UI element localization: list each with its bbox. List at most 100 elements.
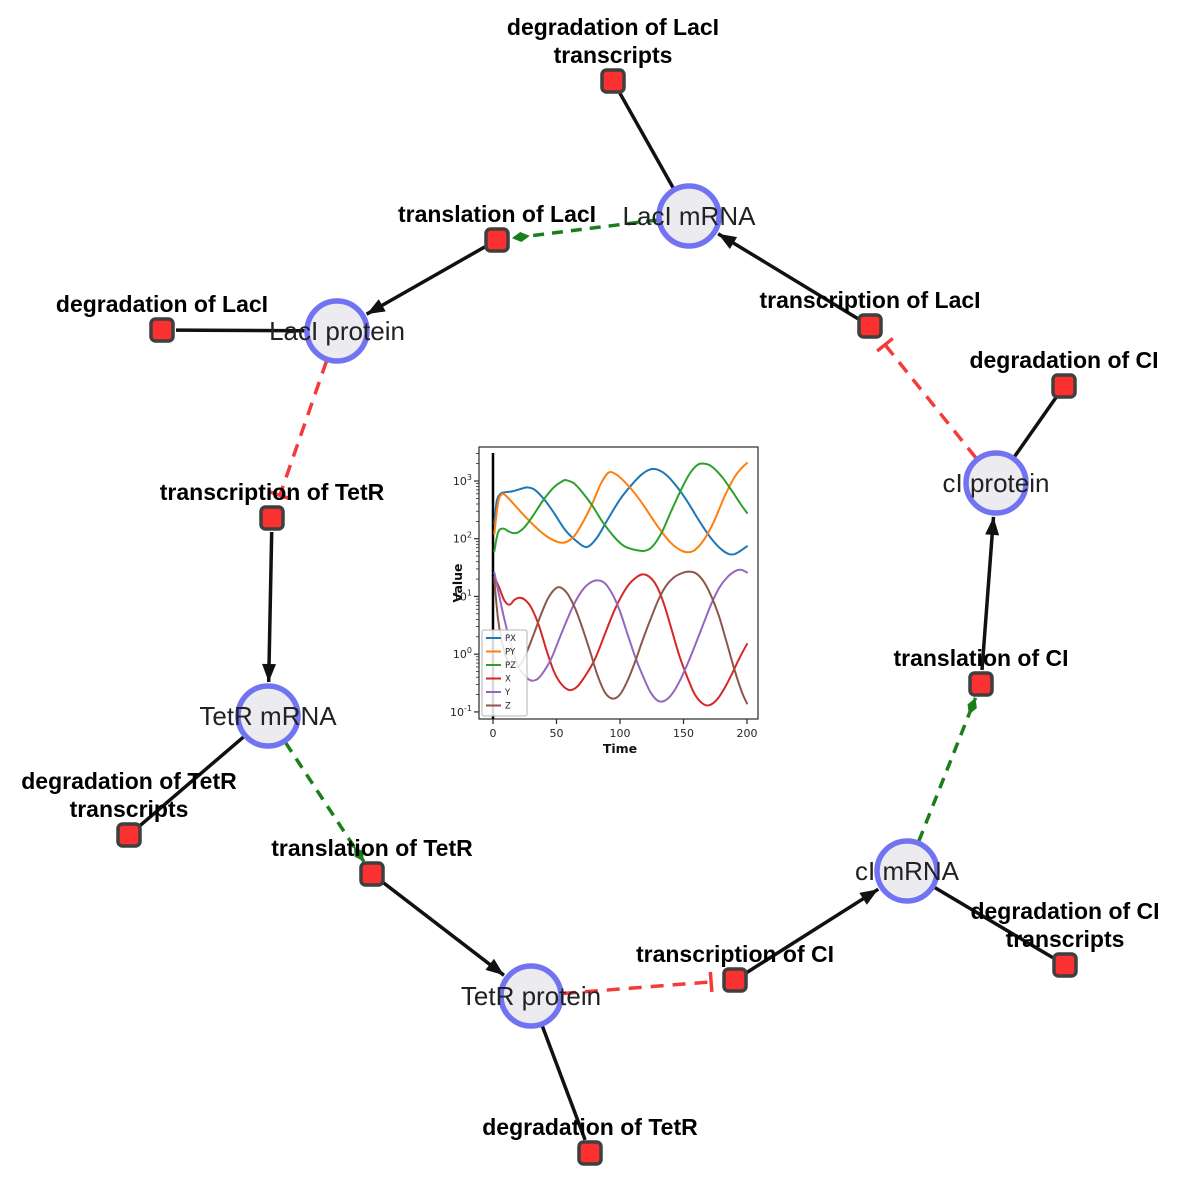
reaction-square[interactable]	[1051, 373, 1077, 399]
species-circle[interactable]	[874, 838, 940, 904]
reaction-square[interactable]	[722, 967, 748, 993]
species-node-ci_mrna[interactable]: cI mRNA	[855, 838, 960, 904]
reaction-square[interactable]	[149, 317, 175, 343]
reaction-node-deg_ci[interactable]: degradation of CI	[969, 347, 1159, 399]
reaction-square[interactable]	[600, 68, 626, 94]
y-tick-label: 10-1	[450, 704, 472, 719]
species-circle[interactable]	[235, 683, 301, 749]
reaction-label: degradation of CI	[969, 347, 1158, 373]
nodes-layer: LacI mRNA LacI protein TetR mRNA TetR prote…	[21, 14, 1160, 1166]
edge-translation_laci-laci_protein-product	[365, 245, 486, 316]
species-circle[interactable]	[656, 183, 722, 249]
edge-tetr_protein-deg_tetr-reactant	[540, 1025, 587, 1141]
reaction-label: degradation of LacI	[507, 14, 719, 40]
reaction-label: transcription of TetR	[160, 479, 385, 505]
edge-tetr_protein-transcription_ci-inhibition	[562, 971, 714, 996]
edge-ci_protein-transcription_laci-inhibition	[876, 337, 978, 460]
edge-tetr_mrna-translation_tetr-modifier	[284, 741, 366, 863]
edge-transcription_tetr-tetr_mrna-product	[262, 531, 277, 683]
species-node-laci_protein[interactable]: LacI protein	[269, 298, 405, 364]
reaction-node-deg_tetr[interactable]: degradation of TetR	[482, 1114, 698, 1166]
legend-label-PY: PY	[505, 648, 516, 658]
reaction-square[interactable]	[1052, 952, 1078, 978]
reaction-node-translation_ci[interactable]: translation of CI	[893, 645, 1069, 697]
edge-transcription_laci-laci_mrna-product	[717, 232, 859, 321]
y-tick-label: 102	[453, 531, 472, 546]
x-axis-label: Time	[603, 741, 637, 756]
y-tick-label: 101	[453, 588, 472, 603]
legend-label-Z: Z	[505, 702, 511, 712]
edge-ci_mrna-deg_ci_transcripts-reactant	[933, 885, 1054, 960]
reaction-label: degradation of TetR	[482, 1114, 698, 1140]
chart-legend: PX PY PZ XYZ	[481, 629, 528, 717]
species-label: LacI mRNA	[623, 201, 757, 231]
reaction-node-deg_laci[interactable]: degradation of LacI	[56, 291, 268, 343]
species-circle[interactable]	[498, 963, 564, 1029]
reaction-label: transcripts	[70, 796, 189, 822]
series-line-PX	[493, 467, 748, 556]
species-circle[interactable]	[304, 298, 370, 364]
y-tick-label: 103	[453, 473, 472, 488]
series-line-X	[493, 573, 748, 707]
x-tick-label: 100	[610, 727, 631, 740]
timeseries-inset-plot: 0 50 100 150 20010-1100101102103TimeValuePXP…	[450, 446, 759, 756]
reaction-node-transcription_laci[interactable]: transcription of LacI	[759, 287, 981, 339]
x-tick-label: 0	[490, 727, 497, 740]
species-label: LacI protein	[269, 316, 405, 346]
reaction-label: translation of TetR	[271, 835, 473, 861]
reaction-node-transcription_ci[interactable]: transcription of CI	[636, 941, 834, 993]
species-label: cI protein	[943, 468, 1050, 498]
edge-tetr_mrna-deg_tetr_transcripts-reactant	[138, 735, 245, 828]
reaction-label: degradation of CI	[970, 898, 1159, 924]
species-label: TetR protein	[461, 981, 601, 1011]
reaction-label: transcripts	[1006, 926, 1125, 952]
reaction-square[interactable]	[259, 505, 285, 531]
species-node-ci_protein[interactable]: cI protein	[943, 450, 1050, 516]
reaction-label: transcripts	[554, 42, 673, 68]
edge-translation_tetr-tetr_protein-product	[382, 881, 506, 977]
reaction-label: degradation of TetR	[21, 768, 237, 794]
reaction-node-translation_laci[interactable]: translation of LacI	[398, 201, 596, 253]
edge-laci_protein-transcription_tetr-inhibition	[269, 360, 329, 501]
edge-transcription_ci-ci_mrna-product	[745, 887, 880, 974]
x-tick-label: 200	[737, 727, 758, 740]
edges-layer	[138, 92, 1058, 1141]
series-line-PZ	[493, 462, 748, 553]
legend-label-Y: Y	[504, 688, 511, 698]
reaction-square[interactable]	[577, 1140, 603, 1166]
reaction-square[interactable]	[857, 313, 883, 339]
reaction-square[interactable]	[968, 671, 994, 697]
x-tick-label: 150	[673, 727, 694, 740]
edge-translation_ci-ci_protein-product	[980, 516, 1000, 671]
edge-ci_mrna-translation_ci-modifier	[917, 697, 978, 842]
reaction-label: degradation of LacI	[56, 291, 268, 317]
legend-label-PZ: PZ	[505, 661, 516, 671]
reaction-square[interactable]	[359, 861, 385, 887]
reaction-label: transcription of LacI	[759, 287, 980, 313]
edge-laci_mrna-translation_laci-modifier	[511, 218, 658, 242]
species-label: cI mRNA	[855, 856, 960, 886]
reaction-node-transcription_tetr[interactable]: transcription of TetR	[160, 479, 385, 531]
reaction-node-translation_tetr[interactable]: translation of TetR	[271, 835, 473, 887]
edge-ci_protein-deg_ci-reactant	[1012, 396, 1058, 458]
legend-label-X: X	[505, 675, 511, 685]
y-tick-label: 100	[453, 646, 472, 661]
y-axis-label: Value	[450, 563, 465, 602]
edge-laci_mrna-deg_laci_transcripts-reactant	[618, 92, 675, 189]
species-node-laci_mrna[interactable]: LacI mRNA	[623, 183, 757, 249]
reaction-label: transcription of CI	[636, 941, 834, 967]
x-tick-label: 50	[550, 727, 564, 740]
reaction-label: translation of LacI	[398, 201, 596, 227]
species-node-tetr_mrna[interactable]: TetR mRNA	[199, 683, 337, 749]
species-circle[interactable]	[963, 450, 1029, 516]
reaction-square[interactable]	[484, 227, 510, 253]
species-node-tetr_protein[interactable]: TetR protein	[461, 963, 601, 1029]
legend-label-PX: PX	[505, 634, 516, 644]
reaction-label: translation of CI	[893, 645, 1068, 671]
reaction-square[interactable]	[116, 822, 142, 848]
